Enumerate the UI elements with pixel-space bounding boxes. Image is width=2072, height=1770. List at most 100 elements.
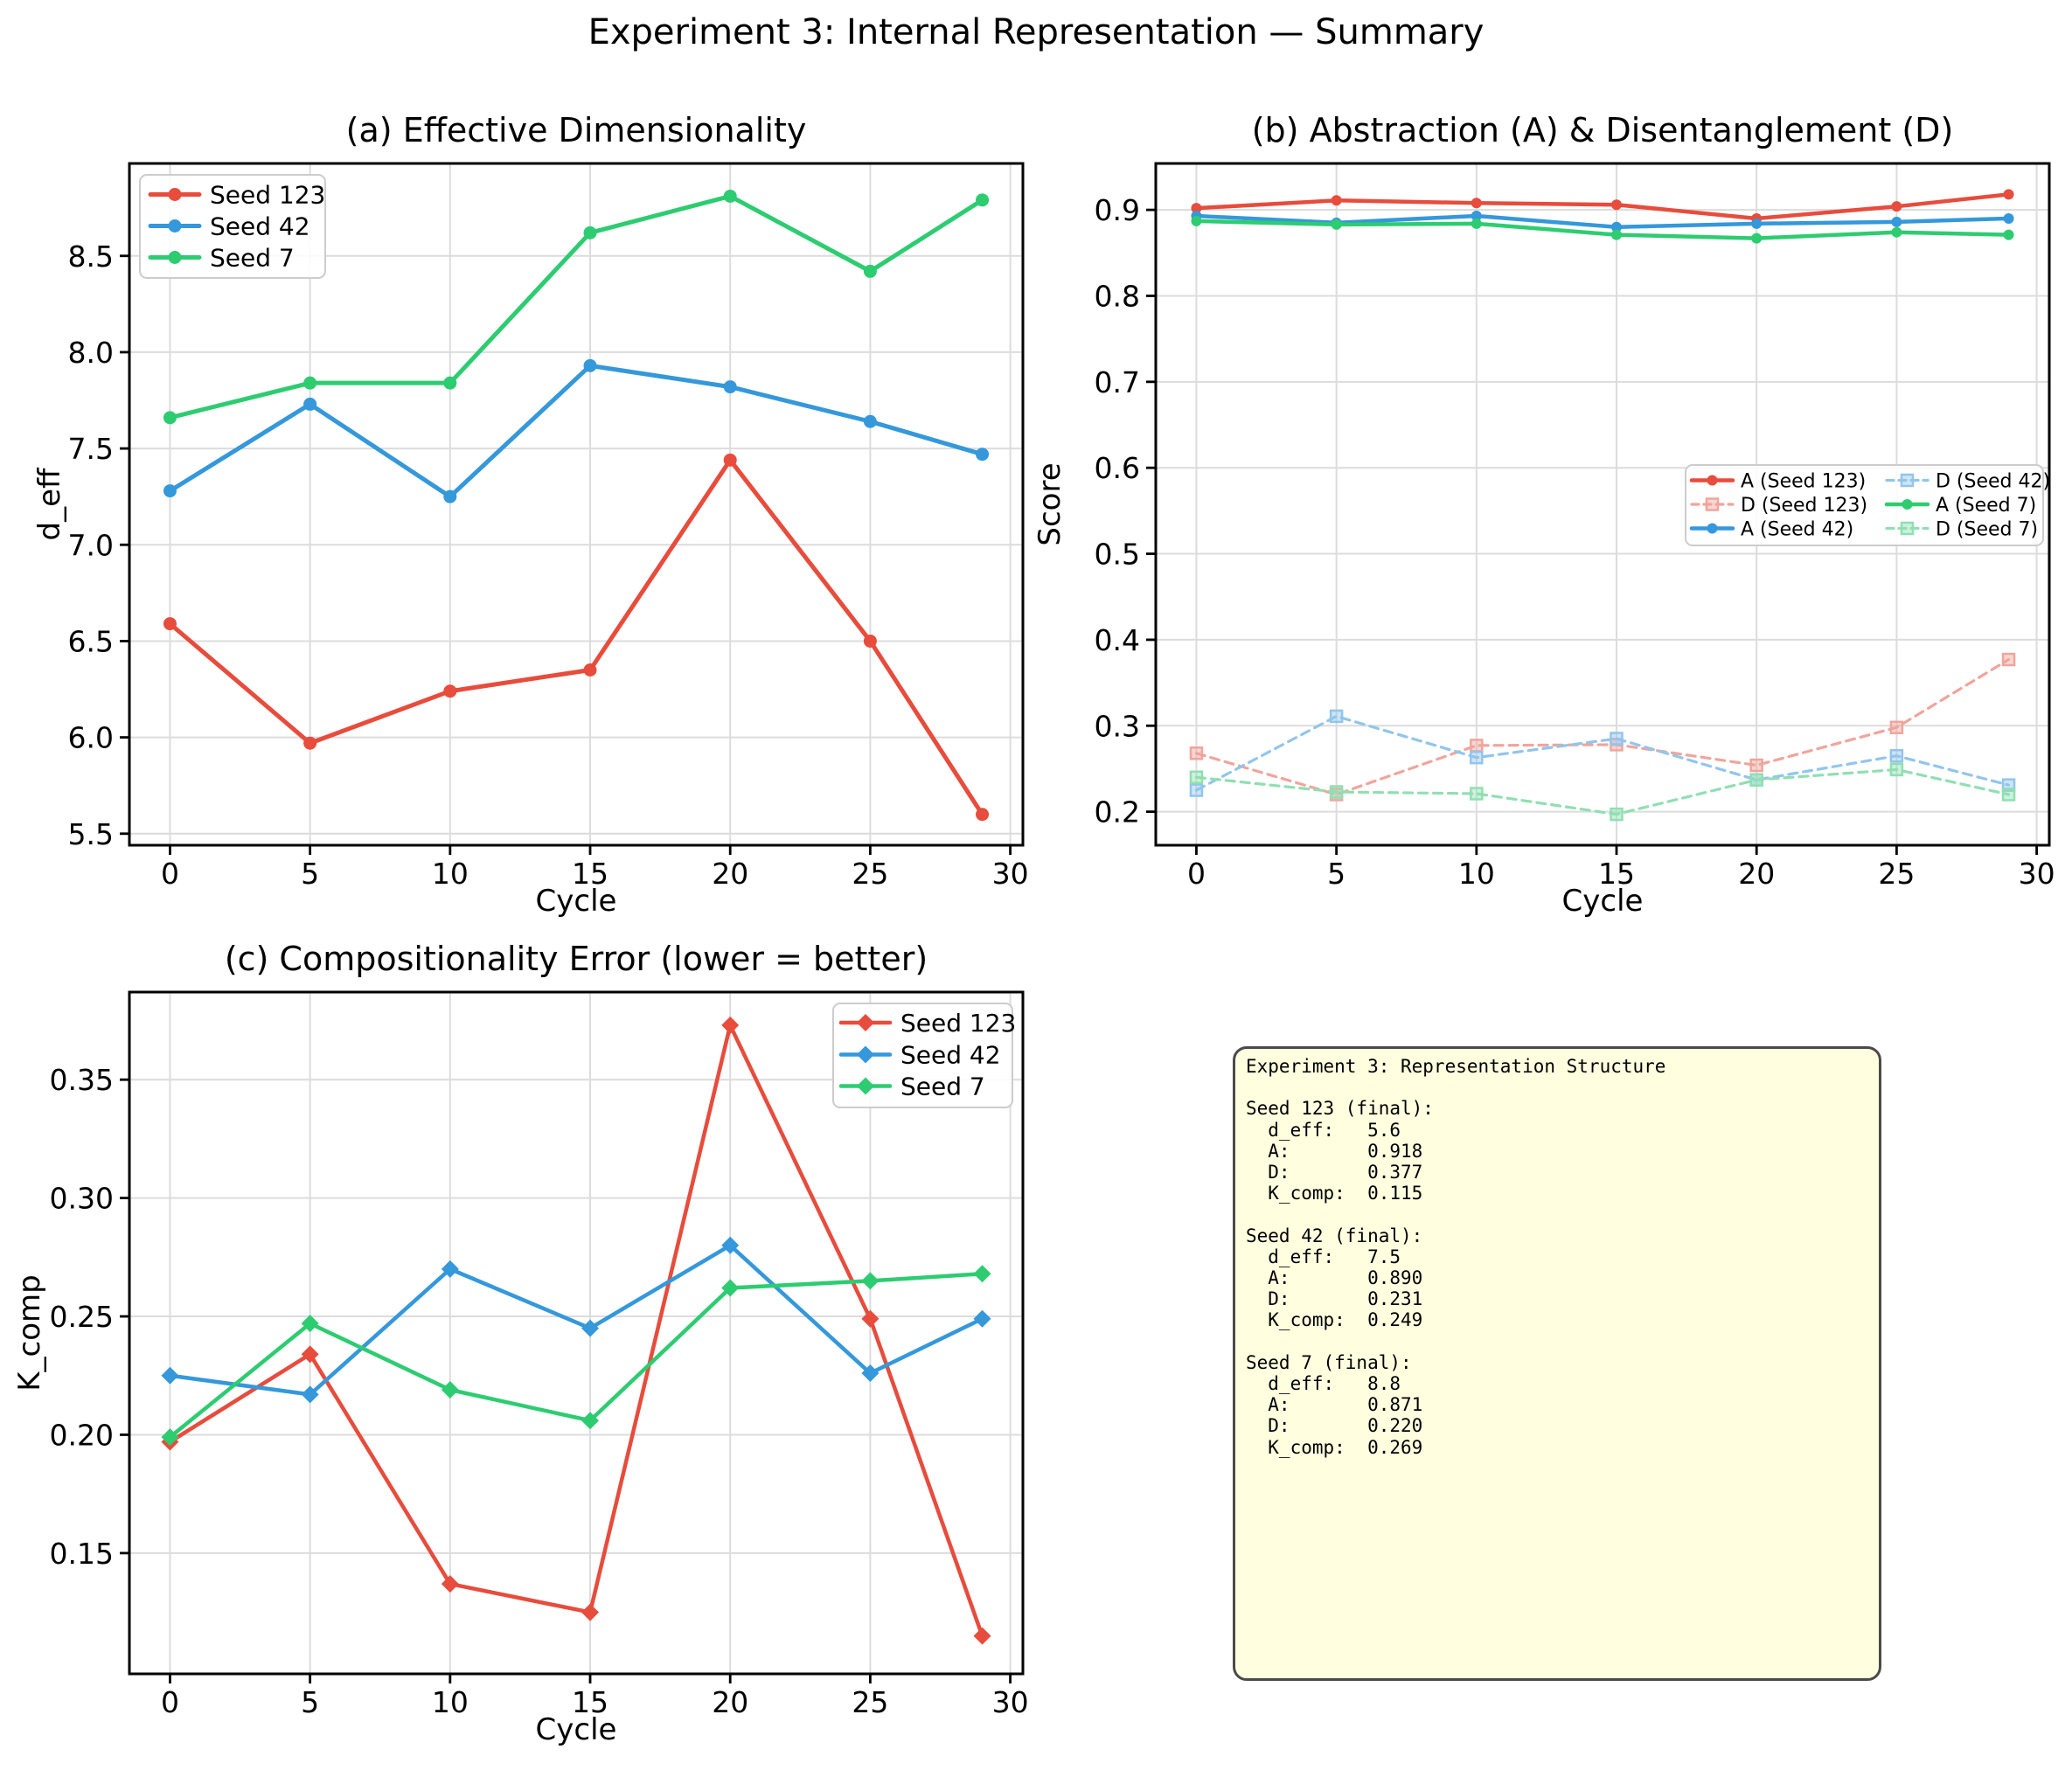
plot-border: [128, 990, 1025, 1676]
x-axis-label: Cycle: [536, 884, 617, 918]
y-tick-label: 0.5: [1095, 538, 1140, 572]
x-axis-label: Cycle: [536, 1712, 617, 1747]
series-d-seed-42-marker: [1610, 732, 1624, 746]
series-d-seed-42-marker: [1189, 783, 1204, 797]
legend-marker: [1900, 521, 1915, 536]
series-a-seed-7: [1191, 215, 2014, 244]
x-tick-label: 5: [301, 857, 319, 891]
series-seed-123-marker: [163, 617, 177, 631]
series-d-seed-7-marker: [1189, 770, 1204, 785]
y-axis: 0.15 0.20 0.25 0.30 0.35: [50, 1063, 129, 1571]
series-seed-7-marker: [581, 1412, 600, 1430]
x-tick-label: 30: [992, 857, 1029, 891]
series-seed-123-marker: [443, 684, 457, 698]
series-seed-7-marker: [861, 1272, 880, 1290]
x-axis: 0 5 10 15 20 25 30: [161, 845, 1029, 891]
series-a-seed-123-marker: [1331, 195, 1342, 206]
series-seed-42-marker: [301, 1385, 319, 1404]
series-seed-7-marker: [161, 1428, 179, 1447]
series-a-seed-123-marker: [1471, 198, 1482, 209]
series-seed-42: [163, 358, 990, 503]
x-tick-label: 15: [572, 857, 608, 891]
y-tick-label: 0.3: [1095, 709, 1140, 743]
series-a-seed-42: [1191, 211, 2014, 233]
series-seed-42: [161, 1236, 991, 1404]
subplot-title: (a) Effective Dimensionality: [346, 111, 807, 149]
legend-label: Seed 123: [210, 181, 325, 210]
y-tick-label: 0.9: [1095, 193, 1140, 227]
legend-marker: [1902, 499, 1913, 510]
y-tick-label: 0.8: [1095, 279, 1140, 313]
y-tick-label: 5.5: [68, 817, 114, 851]
series-seed-123-marker: [583, 663, 597, 677]
series-seed-7-marker: [976, 193, 990, 207]
series-seed-42-marker: [303, 397, 317, 411]
legend-label: D (Seed 123): [1741, 495, 1867, 517]
y-tick-label: 0.2: [1095, 795, 1140, 829]
series-seed-7: [163, 189, 990, 425]
legend-label: A (Seed 123): [1741, 470, 1866, 492]
series-a-seed-42-marker: [1891, 216, 1902, 227]
x-tick-label: 20: [1738, 857, 1775, 891]
series-d-seed-42-marker: [1889, 748, 1904, 763]
y-tick-label: 7.0: [68, 528, 114, 562]
series-a-seed-123-marker: [1891, 201, 1902, 212]
chart-effective-dimensionality: 0 5 10 15 20 25 30 5.5 6.0 6.5 7.0 7.5 8.0 8.5 (a) Eff…: [32, 111, 1029, 918]
chart-abstraction-disentanglement: 0 5 10 15 20 25 30 0.2 0.3 0.4 0.5 0.6 0.7 0.8 0.9 (b) …: [1036, 111, 2055, 918]
x-axis-label: Cycle: [1562, 884, 1644, 918]
series-seed-42-marker: [721, 1236, 740, 1254]
series-seed-123-line: [168, 1023, 984, 1638]
legend-marker: [1705, 497, 1720, 511]
y-tick-label: 0.6: [1095, 451, 1140, 485]
series-seed-42-marker: [163, 484, 177, 498]
series-a-seed-42-marker: [1471, 211, 1482, 221]
series-a-seed-7-marker: [1331, 219, 1342, 230]
series-a-seed-7-marker: [1471, 218, 1482, 229]
legend-box: [139, 174, 326, 279]
series-seed-7-marker: [863, 264, 877, 278]
legend-label: D (Seed 7): [1936, 518, 2038, 540]
x-tick-label: 10: [432, 1685, 469, 1719]
y-tick-label: 0.7: [1095, 365, 1140, 399]
y-axis: 5.5 6.0 6.5 7.0 7.5 8.0 8.5: [68, 239, 129, 851]
series-seed-42-marker: [443, 489, 457, 503]
series-d-seed-123-marker: [1470, 739, 1484, 753]
x-tick-label: 15: [572, 1685, 608, 1719]
series-seed-42-marker: [973, 1309, 991, 1328]
legend-label: Seed 123: [900, 1009, 1016, 1038]
x-tick-label: 5: [1327, 857, 1345, 891]
series-seed-123-marker: [581, 1603, 600, 1621]
y-axis-label: d_eff: [32, 467, 67, 541]
x-tick-label: 25: [852, 857, 888, 891]
legend-marker: [857, 1077, 874, 1095]
series-d-seed-7-marker: [2001, 788, 2016, 802]
x-tick-label: 30: [992, 1685, 1029, 1719]
series-seed-123-marker: [723, 453, 737, 467]
x-tick-label: 5: [301, 1685, 319, 1719]
legend-marker: [168, 219, 182, 233]
series-seed-42-marker: [581, 1319, 600, 1337]
series-d-seed-7-marker: [1749, 773, 1763, 787]
series-d-seed-7-marker: [1470, 787, 1484, 801]
series-seed-7: [161, 1265, 991, 1447]
series-seed-7-marker: [583, 226, 597, 239]
series-d-seed-7: [1189, 762, 2016, 822]
x-tick-label: 20: [712, 857, 748, 891]
series-a-seed-123: [1191, 189, 2014, 224]
y-tick-label: 0.15: [50, 1537, 114, 1571]
legend-box: [1685, 464, 2044, 546]
series-seed-123-marker: [861, 1309, 880, 1328]
series-a-seed-123-line: [1194, 192, 2011, 221]
series-d-seed-123-marker: [1889, 720, 1904, 734]
legend-label: Seed 42: [210, 212, 310, 241]
series-d-seed-123-marker: [2001, 652, 2016, 667]
series-d-seed-42-marker: [1470, 750, 1484, 765]
series-a-seed-7-marker: [2003, 229, 2014, 240]
y-axis-label: K_comp: [12, 1274, 47, 1392]
series-d-seed-123-marker: [1189, 746, 1204, 760]
y-tick-label: 8.5: [68, 239, 114, 274]
y-tick-label: 0.35: [50, 1063, 114, 1097]
